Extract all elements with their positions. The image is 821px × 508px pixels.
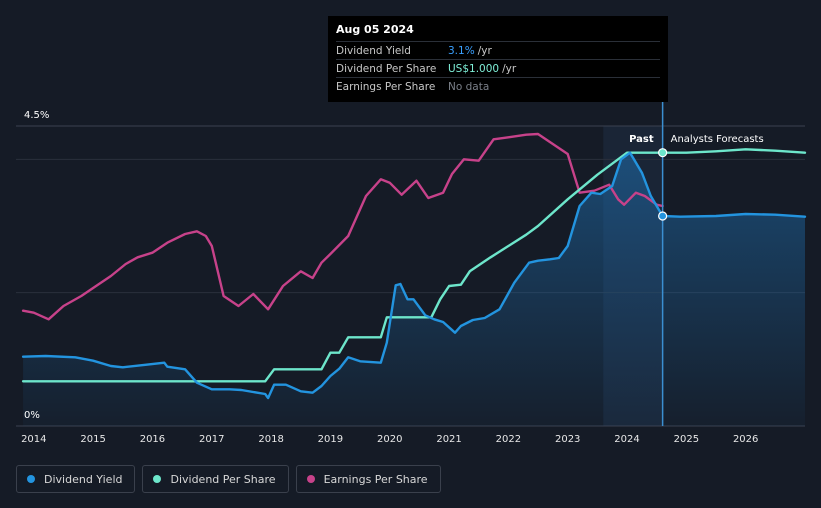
x-tick-label: 2024	[614, 434, 639, 445]
past-label: Past	[629, 134, 654, 145]
x-tick-label: 2016	[140, 434, 165, 445]
tooltip-unit: /yr	[502, 62, 517, 75]
tooltip-label: Earnings Per Share	[336, 80, 436, 93]
y-tick-zero: 0%	[24, 410, 40, 421]
x-tick-label: 2023	[555, 434, 580, 445]
tooltip-value: US$1.000	[448, 62, 500, 75]
tooltip-row-dividend-per-share: Dividend Per Share US$1.000 /yr	[336, 59, 660, 77]
tooltip-date: Aug 05 2024	[336, 23, 414, 36]
dividend-per-share-line	[21, 148, 807, 383]
legend-item-dividend-per-share[interactable]: Dividend Per Share	[142, 465, 289, 493]
dividend-per-share-marker	[658, 148, 668, 158]
dividend-yield-line	[21, 151, 807, 400]
x-tick-label: 2014	[21, 434, 46, 445]
tooltip-value: No data	[448, 80, 490, 93]
tooltip-row-earnings-per-share: Earnings Per Share No data	[336, 77, 660, 95]
legend-item-dividend-yield[interactable]: Dividend Yield	[16, 465, 136, 493]
x-tick-label: 2019	[318, 434, 343, 445]
tooltip-value: 3.1%	[448, 44, 475, 57]
legend-dot-icon	[27, 475, 35, 483]
tooltip-row-dividend-yield: Dividend Yield 3.1% /yr	[336, 41, 660, 59]
legend-label: Dividend Per Share	[170, 472, 276, 486]
x-tick-label: 2026	[733, 434, 758, 445]
earnings-per-share-line	[21, 132, 664, 321]
legend-dot-icon	[153, 475, 162, 483]
x-tick-label: 2018	[258, 434, 283, 445]
dividend-yield-area	[23, 152, 806, 426]
legend-item-earnings-per-share[interactable]: Earnings Per Share	[295, 465, 441, 493]
tooltip: Aug 05 2024 Dividend Yield 3.1% /yr Divi…	[328, 16, 668, 102]
legend-label: Dividend Yield	[44, 472, 123, 486]
tooltip-label: Dividend Yield	[336, 44, 411, 57]
legend-label: Earnings Per Share	[323, 472, 428, 486]
x-tick-label: 2015	[80, 434, 105, 445]
x-tick-label: 2022	[496, 434, 521, 445]
forecast-label: Analysts Forecasts	[671, 134, 764, 145]
legend-dot-icon	[306, 475, 315, 483]
dividend-yield-marker	[658, 211, 668, 221]
x-tick-label: 2017	[199, 434, 224, 445]
x-tick-label: 2021	[436, 434, 461, 445]
x-tick-label: 2025	[674, 434, 699, 445]
y-tick-top: 4.5%	[24, 110, 49, 121]
x-tick-label: 2020	[377, 434, 402, 445]
tooltip-label: Dividend Per Share	[336, 62, 437, 75]
tooltip-unit: /yr	[477, 44, 492, 57]
legend: Dividend Yield Dividend Per Share Earnin…	[16, 465, 441, 493]
